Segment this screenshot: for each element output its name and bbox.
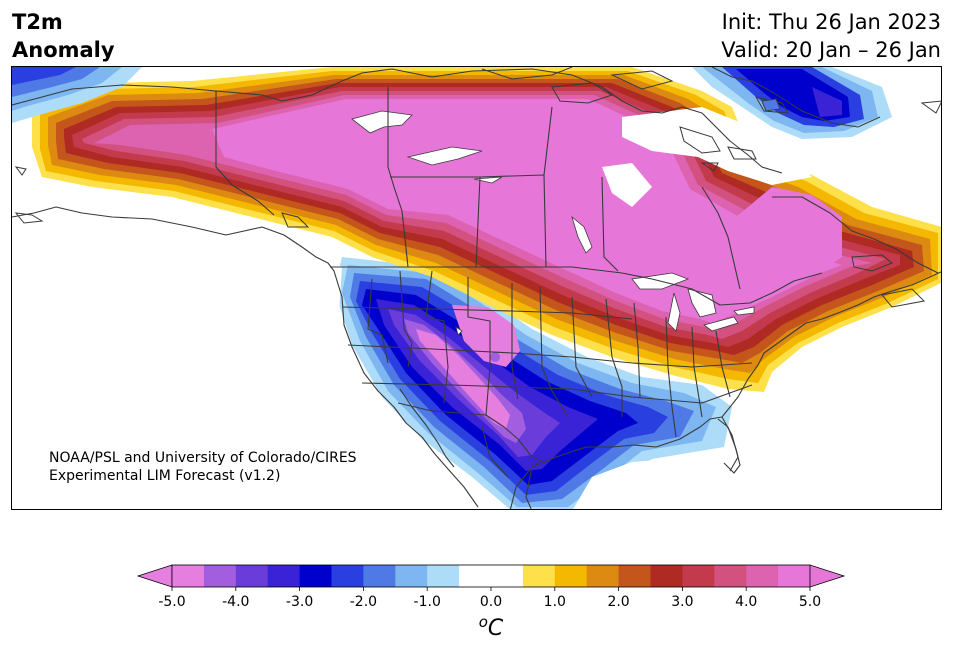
colorbar-tick-label: 3.0 (671, 594, 693, 610)
valid-date: Valid: 20 Jan – 26 Jan (721, 38, 941, 62)
colorbar-bin (746, 565, 779, 587)
colorbar-tick-label: -5.0 (158, 594, 185, 610)
colorbar-bin (522, 565, 556, 587)
colorbar-tick-label: 0.0 (480, 594, 502, 610)
canada-us-border (330, 266, 823, 306)
lake-athabasca (473, 176, 503, 184)
colorbar-bin (427, 565, 460, 587)
colorbar-bin (267, 565, 301, 587)
great-bear-lake (351, 110, 413, 134)
colorbar-bin (554, 565, 588, 587)
lake-erie (703, 316, 739, 332)
warm-core-ne (662, 187, 842, 319)
anomaly-map (11, 66, 942, 510)
forecast-dates: Init: Thu 26 Jan 2023 Valid: 20 Jan – 26… (721, 8, 941, 64)
atlantic-coast (721, 271, 941, 418)
colorbar-bin (331, 565, 364, 587)
cold-core-2 (452, 305, 520, 367)
great-salt-lake (455, 326, 463, 336)
alaska-cold (12, 67, 142, 123)
colorbar-tick-label: 1.0 (544, 594, 566, 610)
lake-huron (687, 288, 717, 318)
florida (717, 418, 741, 474)
lake-ontario (733, 306, 755, 316)
cold-spot (490, 352, 500, 362)
title-line-1: T2m (12, 10, 63, 34)
greenland-coast (711, 67, 881, 128)
colorbar: -5.0 -4.0 -3.0 -2.0 -1.0 0.0 1.0 2.0 3.0 4.0 5.0 oC (100, 560, 860, 650)
north-coast (12, 68, 783, 174)
colorbar-tick-label: 4.0 (735, 594, 757, 610)
colorbar-bin (778, 565, 811, 587)
colorbar-svg: -5.0 -4.0 -3.0 -2.0 -1.0 0.0 1.0 2.0 3.0 4.0 5.0 oC (136, 564, 846, 641)
colorbar-tick-label: -4.0 (222, 594, 249, 610)
alaska-border (215, 91, 275, 216)
credit-line-1: NOAA/PSL and University of Colorado/CIRE… (49, 450, 357, 466)
colorbar-unit-label: oC (479, 613, 504, 641)
colorbar-tick-label: 2.0 (607, 594, 629, 610)
map-canvas (12, 67, 941, 509)
map-title: T2m Anomaly (12, 8, 115, 64)
colorbar-tick-label: 5.0 (799, 594, 821, 610)
colorbar-bin (203, 565, 237, 587)
colorbar-bin (363, 565, 396, 587)
colorbar-bin (650, 565, 683, 587)
credit-line-2: Experimental LIM Forecast (v1.2) (49, 468, 281, 484)
labrador (772, 196, 939, 274)
colorbar-extend-high (809, 564, 846, 588)
ocean-pacific (12, 213, 451, 509)
gulf-of-mexico (573, 457, 732, 509)
greenland-cold (692, 67, 892, 139)
us-mexico-border (397, 402, 547, 464)
arctic-islands (14, 67, 941, 308)
colorbar-bin (299, 565, 332, 587)
colorbar-bin (682, 565, 715, 587)
colorbar-bin (235, 565, 269, 587)
ocean-atlantic (712, 298, 941, 509)
colorbar-bin (714, 565, 747, 587)
colorbar-bin (172, 565, 205, 587)
great-slave-lake (406, 146, 483, 166)
colorbar-tick-label: -2.0 (350, 594, 377, 610)
colorbar-bin (395, 565, 428, 587)
colorbar-extend-low (136, 564, 173, 588)
colorbar-tick-label: -1.0 (414, 594, 441, 610)
title-line-2: Anomaly (12, 38, 115, 62)
colorbar-bin (459, 565, 492, 587)
lake-michigan (667, 292, 681, 332)
lake-winnipeg (571, 215, 593, 254)
colorbar-bin (586, 565, 620, 587)
borders (12, 68, 941, 509)
colorbar-bin (618, 565, 651, 587)
init-date: Init: Thu 26 Jan 2023 (721, 10, 941, 34)
colorbar-bin (491, 565, 524, 587)
data-credit: NOAA/PSL and University of Colorado/CIRE… (49, 449, 357, 485)
baja (399, 388, 455, 468)
colorbar-tick-label: -3.0 (286, 594, 313, 610)
